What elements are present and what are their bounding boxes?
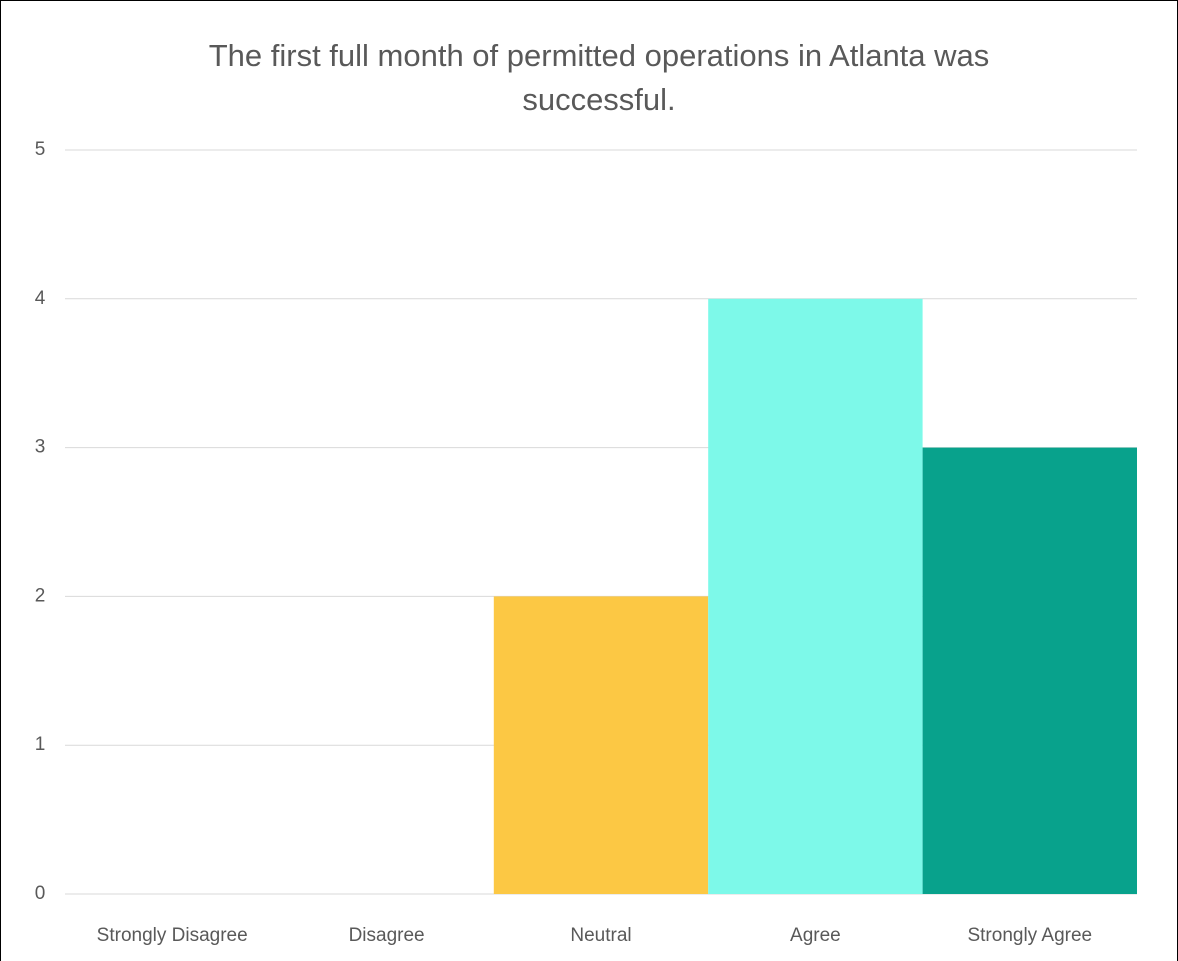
x-tick-label: Strongly Agree (967, 925, 1092, 946)
x-tick-label: Disagree (349, 925, 425, 946)
y-tick-label: 2 (35, 585, 46, 606)
y-tick-label: 1 (35, 734, 46, 755)
y-tick-label: 0 (35, 883, 46, 904)
x-tick-label: Strongly Disagree (97, 925, 248, 946)
y-tick-label: 5 (35, 139, 46, 160)
x-tick-label: Agree (790, 925, 841, 946)
x-tick-label: Neutral (570, 925, 631, 946)
bar (922, 447, 1137, 894)
y-tick-label: 3 (35, 437, 46, 458)
chart-title: The first full month of permitted operat… (208, 38, 990, 117)
bar (708, 298, 923, 894)
bar (493, 596, 709, 894)
y-tick-label: 4 (35, 288, 46, 309)
